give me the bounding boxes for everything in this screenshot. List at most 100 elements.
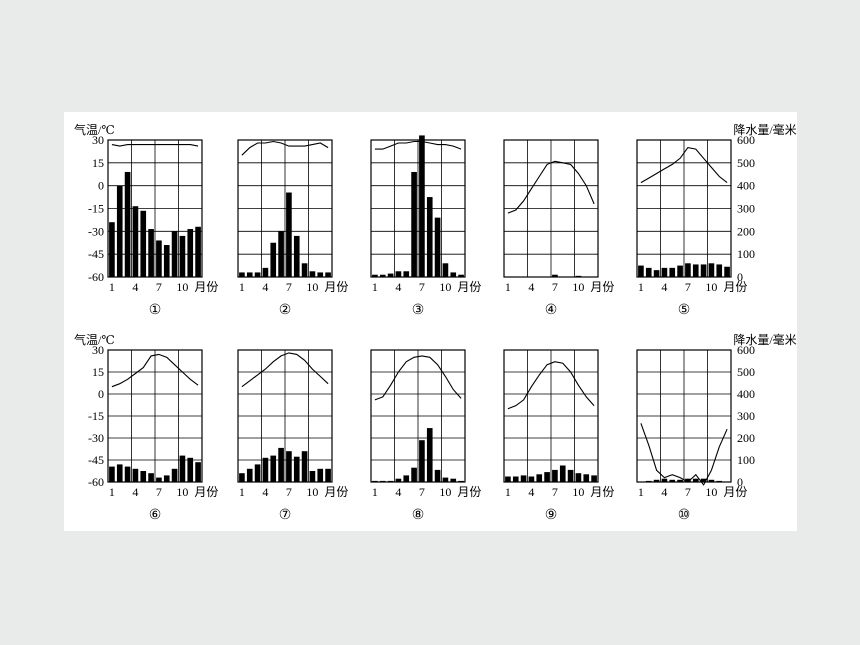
chart-5-precip-tick: 400 — [737, 179, 755, 193]
chart-8-bar — [411, 467, 417, 482]
chart-8-bar — [379, 480, 386, 482]
chart-6-bar — [171, 468, 178, 482]
chart-1-bar — [116, 185, 123, 277]
chart-9-bar — [575, 473, 582, 482]
chart-8-x-tick: 1 — [372, 485, 378, 499]
chart-5-bar — [677, 265, 683, 277]
chart-1-temp-tick: -15 — [88, 202, 104, 216]
chart-9-x-tick: 1 — [505, 485, 511, 499]
chart-4-bar — [575, 275, 582, 277]
chart-5-precip-tick: 100 — [737, 247, 755, 261]
chart-5-bar — [700, 264, 707, 277]
chart-8-bar — [387, 480, 394, 482]
chart-3-bar — [379, 274, 386, 277]
chart-7-bar — [254, 464, 261, 482]
chart-4-x-tick: 10 — [572, 280, 584, 294]
chart-6-bar — [195, 462, 201, 482]
chart-5-x-tick: 1 — [638, 280, 644, 294]
chart-1-temperature-line — [111, 144, 199, 147]
chart-1-bar — [124, 171, 131, 277]
chart-5-bar — [692, 264, 699, 277]
chart-2-bar — [270, 242, 277, 277]
chart-9-bar — [512, 476, 519, 482]
chart-1-bar — [171, 231, 178, 277]
chart-1-x-tick: 4 — [132, 280, 138, 294]
chart-7-temperature-line — [241, 352, 329, 388]
chart-10-precip-axis-label: 降水量/毫米 — [733, 332, 796, 347]
chart-1-x-tick: 1 — [109, 280, 115, 294]
chart-6-temp-tick: -15 — [88, 409, 104, 423]
chart-6-month-unit: 月份 — [194, 485, 218, 499]
chart-10-bar — [700, 478, 707, 482]
chart-4-number-label: ④ — [545, 303, 558, 318]
chart-5-precip-tick: 200 — [737, 224, 755, 238]
chart-2-temperature-line — [241, 140, 329, 156]
chart-1-bar — [187, 229, 194, 277]
chart-2-bar — [254, 272, 261, 277]
chart-1-bar — [109, 222, 115, 277]
chart-5-precip-axis-label: 降水量/毫米 — [733, 122, 796, 137]
chart-5-bar — [638, 265, 644, 277]
chart-8-bar — [434, 469, 441, 482]
chart-6-temp-tick: 0 — [98, 387, 104, 401]
chart-5-bar — [669, 267, 676, 277]
chart-10-bar — [653, 479, 660, 482]
chart-5-bar — [724, 266, 730, 277]
chart-6-bar — [179, 455, 186, 482]
chart-7-bar — [239, 473, 245, 482]
chart-6-x-tick: 1 — [109, 485, 115, 499]
chart-2-x-tick: 10 — [306, 280, 318, 294]
chart-5-bar — [645, 267, 652, 277]
chart-3-bar — [434, 217, 441, 277]
chart-3-x-tick: 7 — [419, 280, 425, 294]
chart-6-temp-axis-label: 气温/℃ — [74, 332, 115, 347]
chart-5-bar — [653, 270, 660, 277]
chart-8-bar — [419, 440, 425, 482]
chart-6-bar — [132, 468, 139, 482]
chart-3-x-tick: 4 — [395, 280, 401, 294]
chart-8-bar — [442, 477, 449, 482]
chart-3-bar — [450, 272, 457, 277]
chart-10-precip-tick: 400 — [737, 387, 755, 401]
chart-7-number-label: ⑦ — [279, 508, 292, 523]
chart-8-bar — [403, 475, 410, 482]
chart-10-number-label: ⑩ — [678, 508, 691, 523]
chart-5-precip-tick: 600 — [737, 133, 755, 147]
chart-1-temp-axis-label: 气温/℃ — [74, 122, 115, 137]
chart-10-temperature-line — [640, 423, 728, 486]
chart-6-temp-tick: -45 — [88, 453, 104, 467]
chart-5-precip-tick: 0 — [737, 270, 743, 284]
chart-1-temp-tick: -30 — [88, 224, 104, 238]
chart-10-x-tick: 4 — [661, 485, 667, 499]
chart-8-bar — [458, 480, 464, 482]
chart-9-bar — [528, 476, 535, 482]
chart-5-month-unit: 月份 — [723, 280, 747, 294]
chart-4-bar — [552, 274, 558, 277]
chart-9-number-label: ⑨ — [545, 508, 558, 523]
chart-2-x-tick: 7 — [286, 280, 292, 294]
chart-1-bar — [163, 245, 170, 277]
chart-1-temp-tick: 0 — [98, 179, 104, 193]
chart-3-bar — [442, 263, 449, 277]
chart-6-bar — [163, 475, 170, 482]
chart-3-bar — [419, 135, 425, 277]
chart-9-bar — [505, 476, 511, 482]
chart-6-temp-tick: 30 — [92, 343, 104, 357]
chart-5-bar — [716, 264, 723, 277]
chart-7-bar — [325, 468, 331, 482]
chart-6-bar — [156, 477, 162, 482]
chart-6-bar — [140, 471, 147, 482]
chart-6-bar — [109, 466, 115, 482]
chart-9-temperature-line — [507, 361, 595, 410]
chart-1-x-tick: 7 — [156, 280, 162, 294]
chart-10-x-tick: 10 — [705, 485, 717, 499]
chart-7-bar — [286, 451, 292, 482]
chart-4-x-tick: 7 — [552, 280, 558, 294]
chart-9-bar — [583, 474, 590, 482]
chart-7-bar — [309, 471, 316, 482]
chart-10-bar — [692, 478, 699, 482]
chart-7-x-tick: 1 — [239, 485, 245, 499]
chart-6-bar — [116, 464, 123, 482]
chart-6-number-label: ⑥ — [149, 508, 162, 523]
chart-1-bar — [140, 210, 147, 277]
